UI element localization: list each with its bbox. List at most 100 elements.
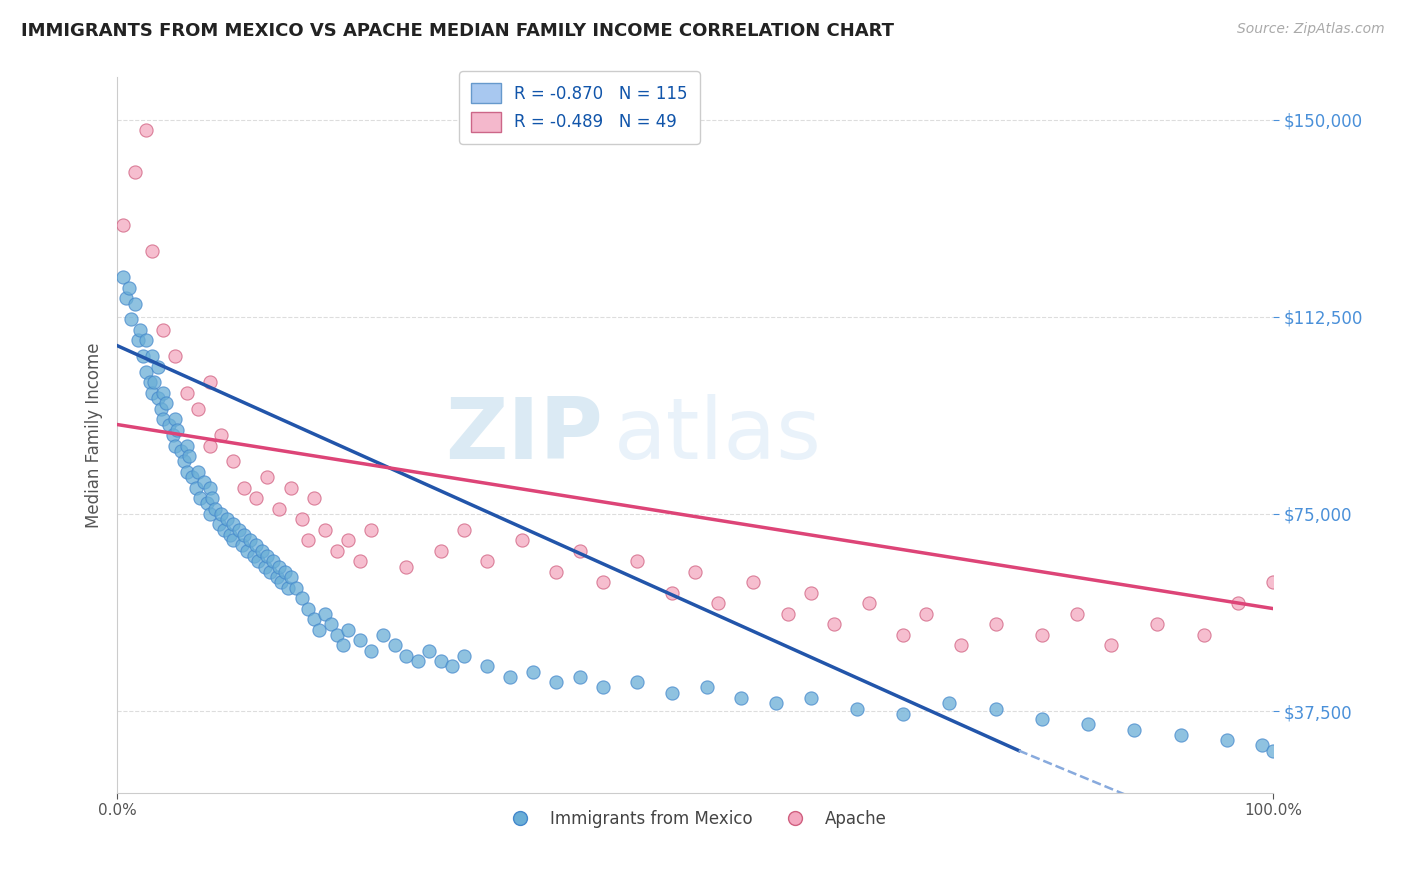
Point (266, 570, 288, 584)
Point (198, 439, 221, 453)
Point (984, 617, 1007, 632)
Point (176, 465, 198, 479)
Point (138, 376, 160, 390)
Point (1274, 748, 1296, 763)
Point (1031, 628, 1053, 642)
Point (319, 617, 342, 632)
Point (384, 639, 406, 653)
Point (1146, 617, 1168, 632)
Point (522, 665, 544, 679)
Point (170, 443, 193, 458)
Point (163, 439, 186, 453)
Point (430, 654, 453, 668)
Point (198, 507, 221, 521)
Point (198, 376, 221, 390)
Point (245, 491, 267, 505)
Point (418, 643, 440, 657)
Point (209, 507, 232, 521)
Point (1354, 770, 1376, 784)
Point (247, 554, 270, 568)
Point (297, 601, 319, 615)
Point (254, 559, 277, 574)
Point (267, 559, 290, 574)
Point (765, 696, 787, 710)
Text: IMMIGRANTS FROM MEXICO VS APACHE MEDIAN FAMILY INCOME CORRELATION CHART: IMMIGRANTS FROM MEXICO VS APACHE MEDIAN … (21, 22, 894, 40)
Point (235, 543, 257, 558)
Point (190, 491, 212, 505)
Point (270, 575, 292, 590)
Point (176, 386, 198, 401)
Point (626, 675, 648, 690)
Point (499, 670, 522, 684)
Point (776, 607, 799, 621)
Point (302, 612, 325, 626)
Point (349, 633, 371, 648)
Point (326, 543, 349, 558)
Point (233, 481, 256, 495)
Point (742, 575, 765, 590)
Point (231, 539, 253, 553)
Point (162, 428, 184, 442)
Point (152, 412, 174, 426)
Point (135, 334, 157, 348)
Point (1077, 717, 1099, 731)
Point (453, 648, 475, 663)
Point (166, 423, 188, 437)
Point (187, 465, 209, 479)
Point (846, 701, 869, 715)
Point (208, 517, 231, 532)
Point (302, 491, 325, 505)
Point (308, 623, 330, 637)
Point (314, 607, 336, 621)
Point (395, 559, 418, 574)
Point (256, 470, 278, 484)
Point (184, 481, 207, 495)
Point (259, 565, 281, 579)
Text: ZIP: ZIP (444, 393, 603, 476)
Point (209, 428, 232, 442)
Point (127, 334, 149, 348)
Point (143, 376, 166, 390)
Point (475, 554, 498, 568)
Point (124, 165, 146, 179)
Point (891, 628, 914, 642)
Point (1099, 639, 1122, 653)
Point (1170, 728, 1192, 742)
Point (349, 554, 371, 568)
Point (406, 654, 429, 668)
Point (707, 596, 730, 610)
Point (441, 659, 464, 673)
Point (1261, 743, 1284, 757)
Point (222, 454, 245, 468)
Point (1066, 607, 1088, 621)
Point (326, 628, 349, 642)
Point (800, 691, 823, 706)
Point (204, 501, 226, 516)
Point (337, 623, 360, 637)
Point (141, 244, 163, 258)
Point (239, 533, 262, 548)
Point (475, 659, 498, 673)
Point (163, 412, 186, 426)
Point (546, 565, 568, 579)
Point (115, 291, 138, 305)
Point (371, 628, 394, 642)
Point (360, 643, 382, 657)
Point (228, 523, 250, 537)
Point (568, 543, 591, 558)
Point (1031, 712, 1053, 726)
Point (291, 512, 314, 526)
Point (135, 123, 157, 137)
Point (1331, 764, 1354, 779)
Point (141, 386, 163, 401)
Point (1227, 596, 1250, 610)
Point (222, 517, 245, 532)
Point (546, 675, 568, 690)
Point (198, 481, 221, 495)
Point (193, 475, 215, 490)
Point (1261, 575, 1284, 590)
Point (177, 449, 200, 463)
Point (219, 528, 242, 542)
Point (131, 349, 153, 363)
Point (187, 401, 209, 416)
